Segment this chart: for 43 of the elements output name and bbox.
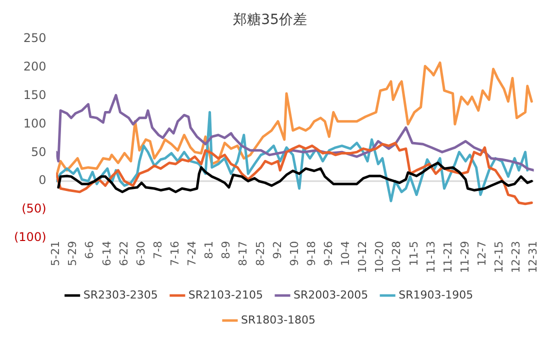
- x-tick-label: 10-4: [339, 241, 352, 266]
- y-tick-label: (50): [22, 202, 46, 216]
- x-tick-label: 5-21: [49, 241, 62, 266]
- x-tick-label: 7-24: [186, 241, 199, 266]
- x-tick-label: 12-23: [510, 241, 523, 274]
- x-tick-label: 10-12: [356, 241, 370, 274]
- x-tick-label: 9-18: [304, 241, 318, 266]
- x-tick-label: 8-25: [254, 241, 267, 266]
- x-tick-label: 12-7: [475, 241, 488, 266]
- x-tick-label: 10-28: [390, 241, 404, 274]
- legend-label: SR1803-1805: [240, 313, 316, 326]
- x-tick-label: 9-10: [288, 241, 301, 266]
- x-tick-label: 5-29: [66, 241, 80, 266]
- x-tick-label: 10-20: [373, 241, 386, 274]
- x-tick-label: 7-16: [168, 241, 182, 266]
- y-tick-label: 200: [23, 59, 46, 74]
- y-tick-label: (100): [14, 230, 46, 244]
- y-tick-label: 250: [23, 30, 46, 45]
- chart-title: 郑糖35价差: [233, 12, 307, 28]
- y-tick-label: 50: [30, 144, 46, 159]
- x-tick-label: 6-22: [117, 241, 130, 266]
- x-tick-label: 9-2: [270, 241, 284, 260]
- legend-label: SR1903-1905: [398, 288, 474, 302]
- x-tick-label: 6-6: [83, 241, 96, 260]
- x-tick-label: 12-31: [526, 241, 540, 274]
- x-tick-label: 11-5: [407, 241, 420, 266]
- x-tick-label: 7-8: [151, 241, 164, 260]
- y-tick-label: 150: [23, 88, 46, 102]
- x-tick-label: 11-29: [458, 241, 472, 274]
- x-tick-label: 8-17: [236, 241, 250, 266]
- y-tick-label: 100: [23, 116, 46, 130]
- x-tick-label: 8-9: [220, 241, 233, 260]
- x-tick-label: 12-15: [492, 241, 506, 274]
- x-tick-label: 6-30: [134, 241, 148, 266]
- x-tick-label: 8-1: [202, 241, 216, 260]
- legend-label: SR2303-2305: [83, 288, 158, 302]
- y-tick-label: 0: [38, 173, 46, 188]
- legend-label: SR2103-2105: [188, 288, 264, 302]
- x-tick-label: 11-13: [424, 241, 438, 274]
- legend-label: SR2003-2005: [294, 288, 368, 302]
- x-tick-label: 11-21: [441, 241, 454, 274]
- x-tick-label: 9-26: [322, 241, 336, 266]
- x-tick-label: 6-14: [100, 241, 114, 266]
